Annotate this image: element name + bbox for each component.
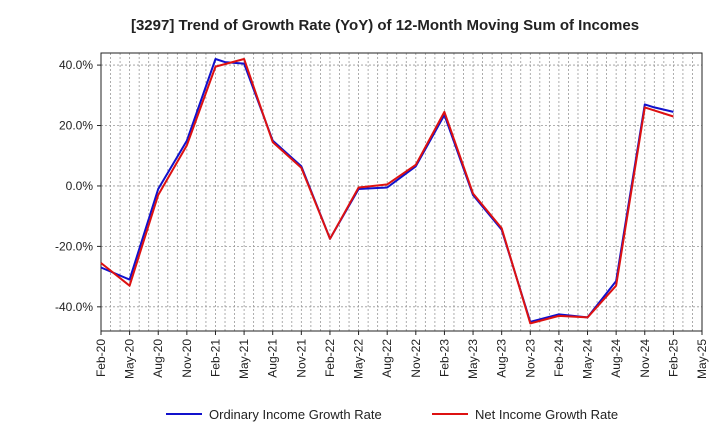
- legend-label-0: Ordinary Income Growth Rate: [209, 407, 382, 422]
- x-tick-label: Aug-23: [495, 339, 509, 378]
- x-tick-label: May-22: [352, 339, 366, 379]
- x-tick-label: May-21: [237, 339, 251, 379]
- series-line-1: [100, 58, 674, 325]
- series-lines: [100, 58, 674, 325]
- x-tick-label: Feb-25: [666, 339, 680, 377]
- x-tick-label: Nov-23: [523, 339, 537, 378]
- y-axis: 40.0% 20.0% 0.0% -20.0% -40.0%: [55, 58, 101, 314]
- x-tick-label: Nov-21: [294, 339, 308, 378]
- x-tick-label: Nov-22: [409, 339, 423, 378]
- x-tick-label: Feb-20: [94, 339, 108, 377]
- legend: Ordinary Income Growth Rate Net Income Gr…: [166, 407, 618, 422]
- gridlines: [101, 53, 702, 331]
- x-tick-label: Nov-24: [638, 339, 652, 378]
- x-axis: Feb-20 May-20 Aug-20 Nov-20 Feb-21 May-21 Aug-…: [94, 331, 709, 379]
- x-tick-label: Aug-21: [266, 339, 280, 378]
- y-tick-label: -20.0%: [55, 239, 93, 253]
- chart-title: [3297] Trend of Growth Rate (YoY) of 12-…: [131, 17, 639, 34]
- x-tick-label: Nov-20: [180, 339, 194, 378]
- x-tick-label: Aug-24: [609, 339, 623, 378]
- x-tick-label: May-25: [695, 339, 709, 379]
- plot-area: [100, 52, 703, 332]
- y-tick-label: 0.0%: [66, 179, 94, 193]
- x-tick-label: Feb-23: [437, 339, 451, 377]
- x-tick-label: Aug-22: [380, 339, 394, 378]
- series-line-0: [100, 58, 674, 323]
- x-tick-label: Feb-21: [208, 339, 222, 377]
- x-tick-label: May-24: [581, 339, 595, 379]
- x-tick-label: Feb-24: [552, 339, 566, 377]
- y-tick-label: -40.0%: [55, 300, 93, 314]
- legend-label-1: Net Income Growth Rate: [475, 407, 618, 422]
- y-tick-label: 20.0%: [59, 119, 93, 133]
- x-tick-label: Feb-22: [323, 339, 337, 377]
- x-tick-label: May-23: [466, 339, 480, 379]
- y-tick-label: 40.0%: [59, 58, 93, 72]
- x-tick-label: May-20: [123, 339, 137, 379]
- x-tick-label: Aug-20: [151, 339, 165, 378]
